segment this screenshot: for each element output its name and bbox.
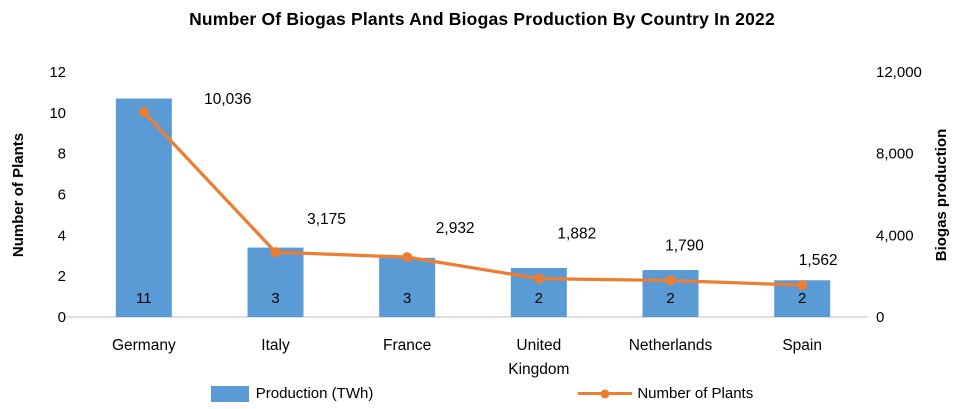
line-label-spain: 1,562 [799, 252, 838, 269]
line-marker-united-kingdom [533, 273, 544, 284]
left-axis-tick-0: 0 [58, 309, 66, 326]
line-marker-netherlands [665, 275, 676, 286]
bar-germany [115, 98, 172, 318]
chart-title: Number Of Biogas Plants And Biogas Produ… [189, 9, 775, 29]
left-axis-tick-12: 12 [49, 64, 66, 81]
x-axis-label-spain: Spain [782, 337, 822, 354]
bar-label-italy: 3 [271, 290, 279, 307]
line-marker-spain [797, 280, 808, 291]
left-axis-tick-8: 8 [58, 146, 66, 163]
bar-italy [247, 247, 304, 317]
x-axis-label-germany: Germany [112, 337, 176, 354]
bar-label-germany: 11 [136, 290, 152, 307]
legend-label-production: Production (TWh) [255, 385, 374, 402]
bar-series-swatch-icon [210, 385, 249, 402]
x-axis-label-france: France [383, 337, 431, 354]
left-axis-tick-10: 10 [49, 105, 66, 122]
legend-item-plants: Number of Plants [578, 385, 753, 402]
line-label-france: 2,932 [436, 220, 475, 237]
right-axis-tick-0: 0 [876, 309, 884, 326]
bar-label-netherlands: 2 [666, 290, 674, 307]
line-marker-france [402, 252, 413, 263]
bar-label-united-kingdom: 2 [535, 290, 543, 307]
right-axis-tick-4-000: 4,000 [876, 227, 914, 244]
bar-france [379, 257, 436, 317]
right-axis-tick-12-000: 12,000 [876, 64, 922, 81]
line-label-united-kingdom: 1,882 [557, 226, 596, 243]
right-axis-tick-8-000: 8,000 [876, 146, 914, 163]
line-series-marker-icon [600, 389, 610, 398]
line-marker-germany [138, 107, 149, 118]
left-axis-tick-2: 2 [58, 268, 66, 285]
bar-label-france: 3 [403, 290, 411, 307]
legend-label-plants: Number of Plants [637, 385, 754, 402]
line-marker-italy [270, 247, 281, 258]
line-label-italy: 3,175 [307, 211, 346, 228]
right-axis-title: Biogas production [933, 129, 950, 262]
legend: Production (TWh) Number of Plants [0, 385, 964, 402]
left-axis-title: Number of Plants [10, 133, 27, 257]
left-axis-tick-4: 4 [58, 227, 66, 244]
legend-item-production: Production (TWh) [210, 385, 374, 402]
x-axis-label-italy: Italy [261, 337, 290, 354]
left-axis-tick-6: 6 [58, 187, 66, 204]
x-axis-label-united-kingdom: United [516, 337, 561, 354]
line-label-netherlands: 1,790 [665, 237, 704, 254]
bar-label-spain: 2 [798, 290, 806, 307]
line-label-germany: 10,036 [204, 91, 251, 108]
x-axis-label-united-kingdom-1: Kingdom [508, 361, 569, 378]
x-axis-label-netherlands: Netherlands [629, 337, 713, 354]
line-series-swatch-icon [578, 389, 633, 398]
plants-line [142, 110, 803, 287]
